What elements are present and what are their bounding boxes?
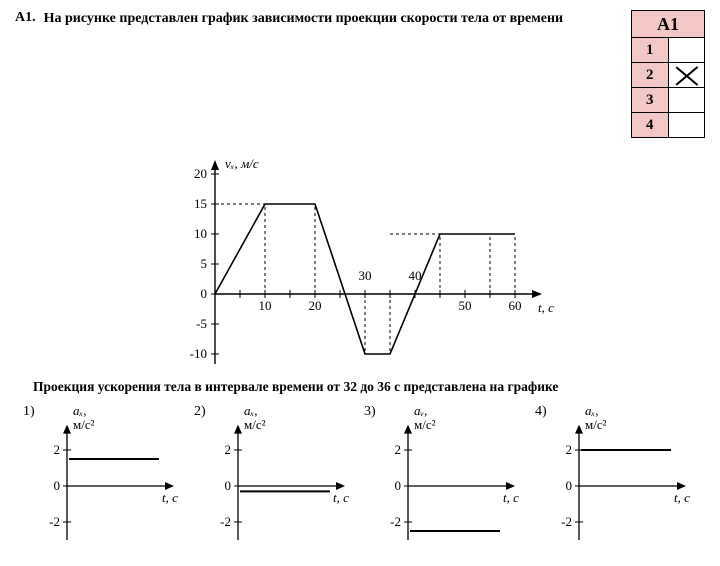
- svg-text:2: 2: [395, 442, 402, 457]
- svg-text:-5: -5: [196, 316, 207, 331]
- svg-text:aᵥ,: aᵥ,: [414, 403, 427, 418]
- svg-text:3): 3): [364, 404, 376, 419]
- option-chart-3: 3) aᵥ,м/с² -2 0 2 t, с: [360, 401, 530, 551]
- option-chart-2: 2) aₓ,м/с² -2 0 2 t, с: [190, 401, 360, 551]
- svg-text:м/с²: м/с²: [585, 417, 607, 432]
- question-text: На рисунке представлен график зависимост…: [44, 10, 621, 28]
- answer-row-2: 2: [632, 63, 669, 88]
- svg-text:t, с: t, с: [162, 490, 178, 505]
- answer-box-2[interactable]: [668, 63, 705, 88]
- svg-text:t, с: t, с: [503, 490, 519, 505]
- svg-text:10: 10: [259, 298, 272, 313]
- svg-text:-2: -2: [49, 514, 60, 529]
- options-row: 1)aₓ,м/с²-202t, с 2)aₓ,м/с²-202t, с 3)aᵥ…: [15, 401, 705, 556]
- svg-text:0: 0: [54, 478, 61, 493]
- svg-text:2: 2: [224, 442, 231, 457]
- svg-text:-2: -2: [561, 514, 572, 529]
- answer-card-title: А1: [632, 11, 705, 38]
- velocity-chart: -10 -5 0 5 10 15 20 10 20 30 40 50 60 vₓ, м/с t, с: [145, 134, 575, 364]
- svg-text:-2: -2: [220, 514, 231, 529]
- svg-text:2: 2: [565, 442, 572, 457]
- answer-row-1: 1: [632, 38, 669, 63]
- option-chart-1: 1) aₓ,м/с² -2 0 2 t, с: [19, 401, 189, 551]
- svg-text:1): 1): [23, 404, 35, 419]
- svg-text:30: 30: [359, 268, 372, 283]
- svg-text:-2: -2: [390, 514, 401, 529]
- svg-text:2): 2): [194, 404, 206, 419]
- svg-text:0: 0: [201, 286, 208, 301]
- svg-text:aₓ,: aₓ,: [244, 403, 257, 418]
- svg-text:t, с: t, с: [674, 490, 690, 505]
- answer-card: А1 1 2 3 4: [631, 10, 705, 138]
- svg-text:vₓ, м/с: vₓ, м/с: [225, 156, 259, 171]
- svg-text:t, с: t, с: [333, 490, 349, 505]
- answer-box-3[interactable]: [668, 88, 705, 113]
- svg-text:60: 60: [509, 298, 522, 313]
- svg-text:t, с: t, с: [538, 300, 554, 315]
- answer-box-1[interactable]: [668, 38, 705, 63]
- svg-text:5: 5: [201, 256, 208, 271]
- svg-text:м/с²: м/с²: [414, 417, 436, 432]
- svg-text:10: 10: [194, 226, 207, 241]
- svg-text:0: 0: [224, 478, 231, 493]
- svg-text:4): 4): [535, 404, 547, 419]
- svg-text:aₓ,: aₓ,: [73, 403, 86, 418]
- question-number: А1.: [15, 10, 36, 26]
- question-subtext: Проекция ускорения тела в интервале врем…: [33, 379, 705, 395]
- answer-row-4: 4: [632, 113, 669, 138]
- svg-text:0: 0: [565, 478, 572, 493]
- option-chart-4: 4) aₓ,м/с² -2 0 2 t, с: [531, 401, 701, 551]
- svg-text:0: 0: [395, 478, 402, 493]
- svg-text:40: 40: [409, 268, 422, 283]
- answer-row-3: 3: [632, 88, 669, 113]
- svg-text:20: 20: [309, 298, 322, 313]
- svg-text:-10: -10: [190, 346, 207, 361]
- svg-text:2: 2: [54, 442, 61, 457]
- svg-text:м/с²: м/с²: [244, 417, 266, 432]
- svg-text:м/с²: м/с²: [73, 417, 95, 432]
- svg-text:50: 50: [459, 298, 472, 313]
- answer-box-4[interactable]: [668, 113, 705, 138]
- svg-text:15: 15: [194, 196, 207, 211]
- svg-text:20: 20: [194, 166, 207, 181]
- svg-text:aₓ,: aₓ,: [585, 403, 598, 418]
